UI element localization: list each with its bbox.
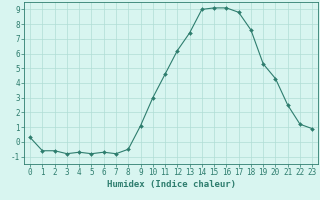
X-axis label: Humidex (Indice chaleur): Humidex (Indice chaleur) [107,180,236,189]
